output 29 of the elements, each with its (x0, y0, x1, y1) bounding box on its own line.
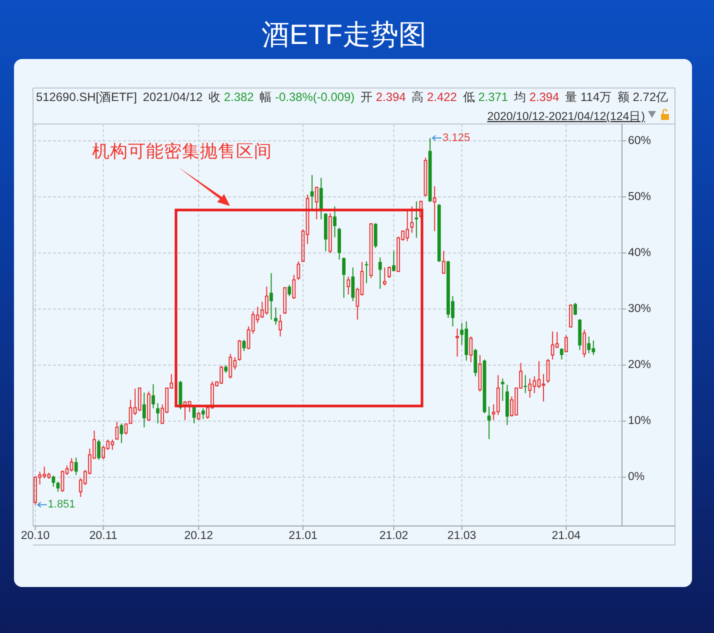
x-tick-label: 21.01 (288, 530, 318, 542)
y-tick-label: 60% (628, 134, 652, 147)
header-item: 高 2.422 (412, 90, 457, 104)
y-tick-label: 40% (628, 246, 652, 259)
y-tick-label: 20% (628, 359, 652, 372)
header-item: 量 114万 (565, 90, 612, 104)
header-item: 2021/04/12 (142, 90, 203, 104)
x-tick-label: 20.10 (20, 530, 50, 542)
header-item: 低 2.371 (462, 90, 508, 104)
header-item: 512690.SH[酒ETF] (36, 90, 137, 104)
x-tick-label: 21.04 (552, 530, 581, 542)
title: 酒ETF走势图 (262, 19, 426, 50)
x-tick-label: 20.11 (89, 530, 118, 542)
point-label-text: 3.125 (442, 132, 470, 144)
y-tick-label: 30% (628, 303, 652, 316)
header-item: 幅 -0.38%(-0.009) (260, 90, 355, 104)
header-item: 开 2.394 (360, 90, 406, 104)
header-item: 均 2.394 (514, 90, 560, 104)
header-item: 额 2.72亿 (617, 90, 668, 104)
y-tick-label: 10% (628, 415, 652, 428)
point-label-text: 1.851 (48, 498, 76, 511)
x-tick-label: 20.12 (184, 530, 214, 542)
y-tick-label: 0% (628, 471, 645, 484)
y-tick-label: 50% (628, 190, 652, 203)
x-tick-label: 21.02 (379, 530, 408, 542)
date-range: 2020/10/12-2021/04/12(124日) (487, 111, 645, 123)
x-tick-label: 21.03 (447, 530, 476, 542)
callout-label: 机构可能密集抛售区间 (92, 141, 272, 161)
header-item: 收 2.382 (208, 90, 254, 104)
